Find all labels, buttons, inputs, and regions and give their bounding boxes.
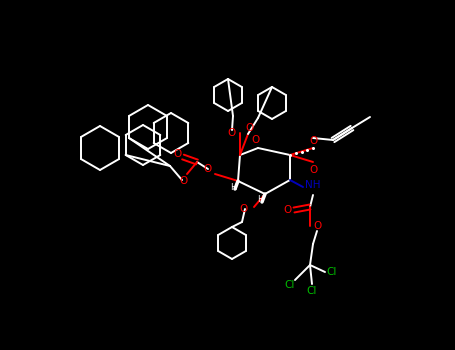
Text: O: O xyxy=(252,135,260,145)
Text: O: O xyxy=(227,128,235,138)
Text: Cl: Cl xyxy=(285,280,295,290)
Text: O: O xyxy=(179,176,187,186)
Text: O: O xyxy=(309,136,317,146)
Text: Cl: Cl xyxy=(327,267,337,277)
Text: NH: NH xyxy=(305,180,321,190)
Text: O: O xyxy=(173,149,181,159)
Text: Cl: Cl xyxy=(307,286,317,296)
Text: O: O xyxy=(309,165,317,175)
Text: O: O xyxy=(313,221,321,231)
Text: O: O xyxy=(240,204,248,214)
Text: O: O xyxy=(203,164,211,174)
Text: O: O xyxy=(246,123,254,133)
Text: H: H xyxy=(257,195,263,203)
Text: H: H xyxy=(230,182,236,191)
Text: O: O xyxy=(283,205,291,215)
